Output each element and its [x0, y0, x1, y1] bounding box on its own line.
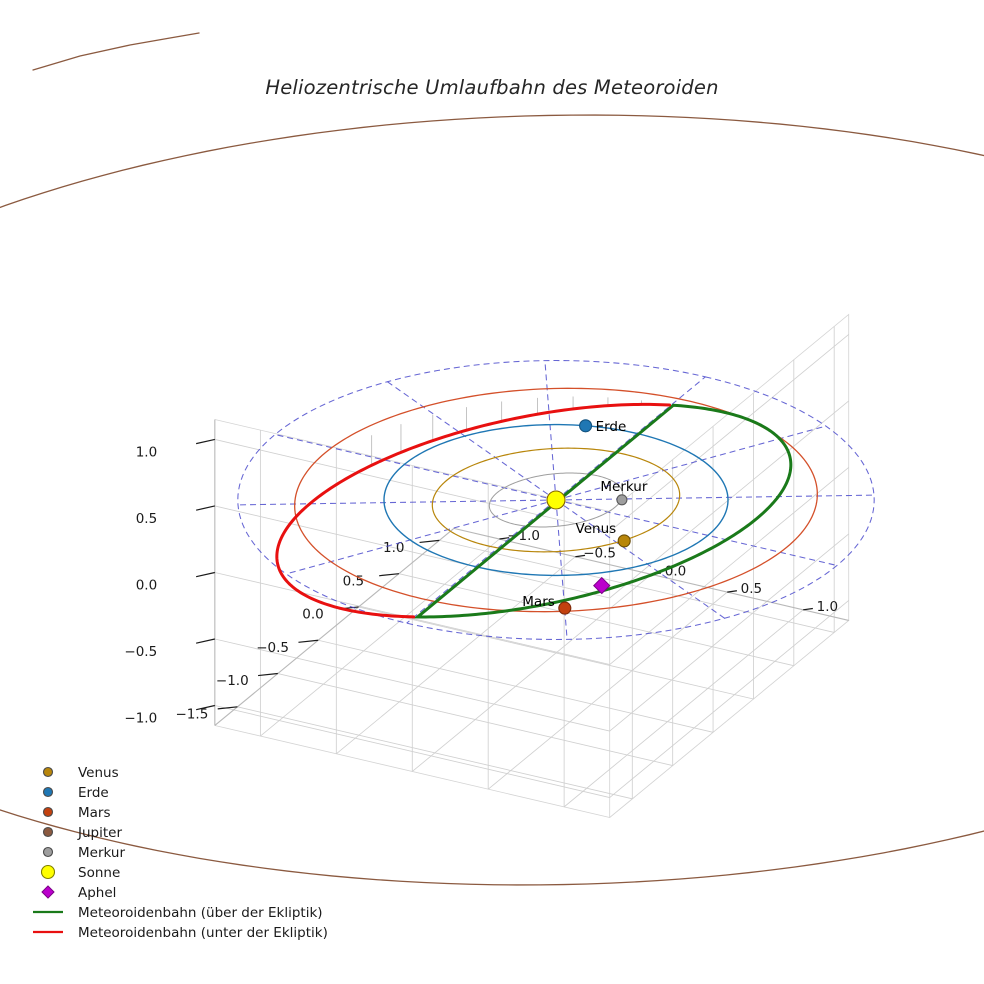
legend-marker-aphel [41, 885, 55, 899]
radial-spoke [555, 499, 838, 567]
legend-label[interactable]: Sonne [78, 865, 120, 881]
radial-spoke [544, 360, 557, 501]
legend-label[interactable]: Meteoroidenbahn (über der Ekliptik) [78, 905, 323, 921]
legend-label[interactable]: Mars [78, 805, 111, 821]
chart-title: Heliozentrische Umlaufbahn des Meteoroid… [265, 76, 719, 99]
legend-label[interactable]: Aphel [78, 885, 116, 901]
meteoroid-orbit-above-ecliptic [413, 403, 793, 619]
y-tick-mark [499, 537, 510, 540]
axis-tick-label: −1.5 [176, 707, 209, 723]
z-tick-mark [196, 704, 215, 711]
body-label-venus: Venus [576, 521, 617, 537]
axis-tick-label: 1.0 [817, 599, 838, 615]
radial-spoke [555, 376, 706, 501]
axis-tick-label: 1.0 [136, 445, 157, 461]
body-label-mars: Mars [522, 594, 555, 610]
axis-tick-label: 0.5 [343, 573, 364, 589]
x-tick-mark [258, 672, 278, 677]
x-tick-mark [419, 539, 440, 544]
axis-tick-label: −0.5 [256, 640, 289, 656]
legend-marker-merkur [42, 846, 54, 858]
orbit-venus [431, 447, 681, 553]
meteoroid-orbit-below-ecliptic [275, 402, 672, 619]
axis-tick-label: 0.0 [136, 578, 157, 594]
x-tick-mark [217, 706, 238, 710]
marker-venus [617, 534, 631, 548]
radial-spoke [555, 499, 725, 619]
radial-spoke [555, 494, 875, 501]
marker-aphel [593, 576, 611, 595]
radial-spoke [387, 381, 557, 501]
orbit-jupiter [32, 32, 200, 71]
x-tick-mark [379, 573, 400, 577]
legend-label[interactable]: Venus [78, 765, 119, 781]
legend-marker-erde [42, 786, 54, 798]
radial-spoke [555, 499, 568, 640]
axis-tick-label: 0.0 [302, 607, 323, 623]
orbit-jupiter [0, 114, 984, 886]
z-tick-mark [196, 438, 215, 445]
orbit-mars [294, 387, 818, 613]
axis-tick-label: −1.0 [216, 673, 249, 689]
axis-tick-label: −1.0 [124, 711, 157, 727]
body-label-merkur: Merkur [600, 479, 647, 495]
legend-marker-jupiter [42, 826, 54, 838]
z-tick-mark [196, 505, 215, 511]
orbit-erde [383, 423, 729, 577]
y-tick-mark [727, 590, 737, 593]
legend-label[interactable]: Meteoroidenbahn (unter der Ekliptik) [78, 925, 328, 941]
radial-spoke [406, 499, 557, 624]
legend-label[interactable]: Jupiter [77, 825, 122, 841]
y-tick-mark [803, 607, 813, 611]
z-tick-mark [196, 571, 215, 578]
legend-label[interactable]: Erde [78, 785, 109, 801]
body-label-erde: Erde [596, 419, 627, 435]
axis-tick-label: 0.5 [136, 511, 157, 527]
marker-erde [579, 419, 593, 433]
marker-merkur [616, 494, 628, 506]
legend-marker-venus [42, 766, 54, 778]
z-tick-mark [196, 638, 215, 644]
legend-label[interactable]: Merkur [78, 845, 125, 861]
axis-tick-label: −0.5 [124, 644, 157, 660]
axis-tick-label: −0.5 [583, 546, 616, 562]
axis-tick-label: 0.5 [741, 581, 762, 597]
x-tick-mark [298, 639, 319, 643]
legend-marker-mars [42, 806, 54, 818]
marker-sonne [546, 490, 566, 510]
marker-mars [558, 601, 572, 615]
orbit-merkur [488, 472, 624, 528]
radial-spoke [237, 499, 557, 506]
y-tick-mark [575, 554, 586, 558]
legend-marker-sonne [40, 864, 56, 880]
radial-spoke [274, 433, 557, 501]
axis-tick-label: 1.0 [383, 540, 404, 556]
axis-tick-label: −1.0 [507, 528, 540, 544]
